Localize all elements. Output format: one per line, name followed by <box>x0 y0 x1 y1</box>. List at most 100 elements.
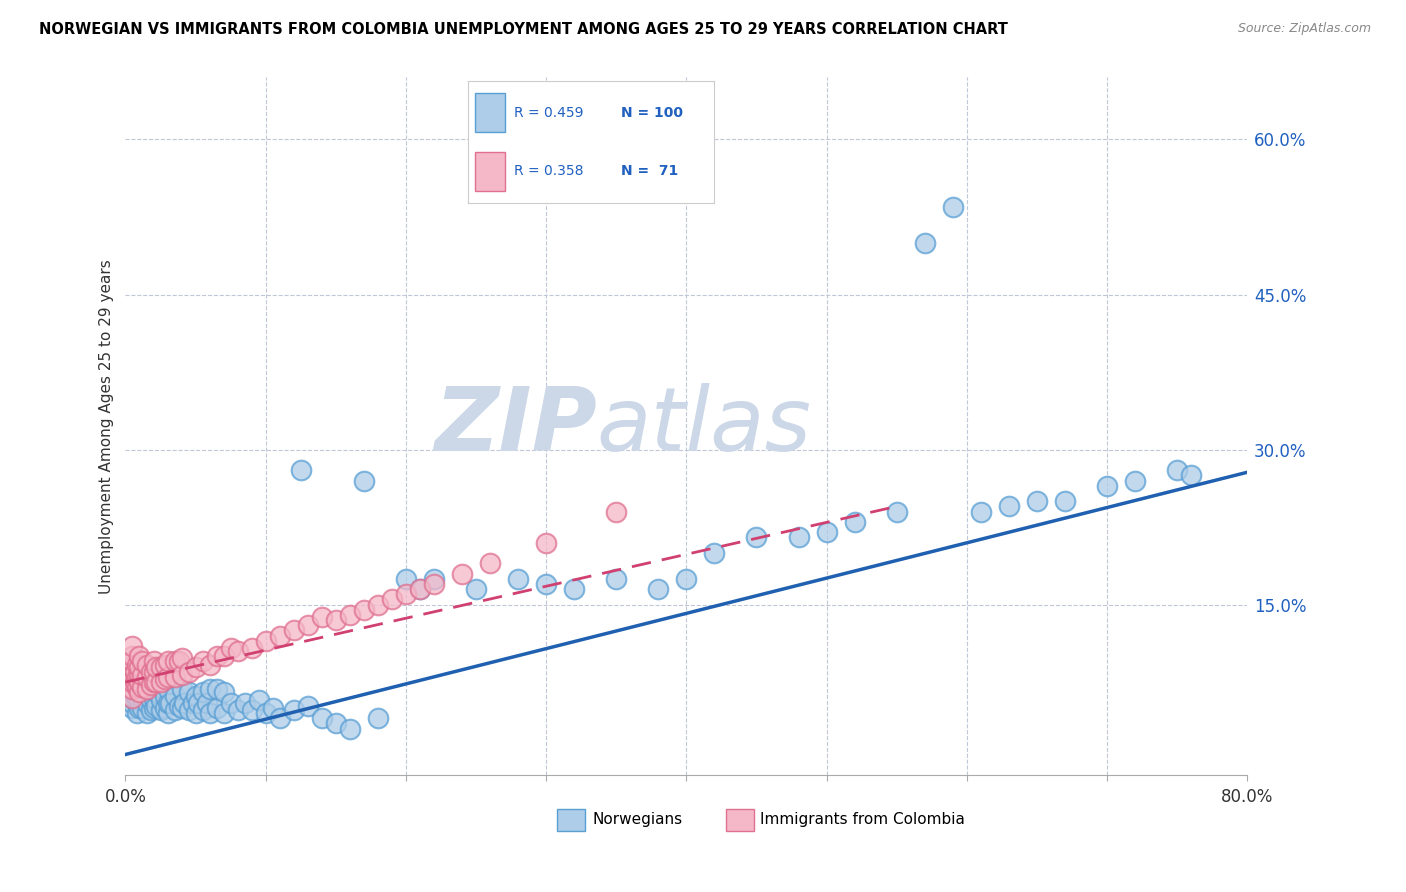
Point <box>506 572 529 586</box>
Point <box>156 706 179 720</box>
Point <box>205 701 228 715</box>
Point <box>283 703 305 717</box>
Point <box>205 682 228 697</box>
Text: NORWEGIAN VS IMMIGRANTS FROM COLOMBIA UNEMPLOYMENT AMONG AGES 25 TO 29 YEARS COR: NORWEGIAN VS IMMIGRANTS FROM COLOMBIA UN… <box>39 22 1008 37</box>
Point <box>395 572 418 586</box>
Point <box>139 665 162 679</box>
Point <box>423 572 446 586</box>
Point <box>212 649 235 664</box>
Point <box>269 629 291 643</box>
Point <box>139 703 162 717</box>
Point <box>970 505 993 519</box>
Point <box>153 701 176 715</box>
Point <box>121 690 143 705</box>
Point <box>167 698 190 713</box>
Point <box>159 696 181 710</box>
Point <box>118 680 141 694</box>
Point <box>647 582 669 596</box>
Point <box>219 640 242 655</box>
Point <box>139 692 162 706</box>
Point <box>121 682 143 697</box>
Point <box>131 668 153 682</box>
Point <box>121 690 143 705</box>
Point <box>367 598 389 612</box>
Point <box>149 703 172 717</box>
Point <box>205 649 228 664</box>
Point <box>195 696 218 710</box>
Point <box>297 698 319 713</box>
Point <box>409 582 432 596</box>
Point <box>675 572 697 586</box>
Point <box>153 689 176 703</box>
Point <box>1025 494 1047 508</box>
Point <box>142 655 165 669</box>
Point <box>125 706 148 720</box>
Point <box>212 706 235 720</box>
Point <box>269 711 291 725</box>
Point <box>184 689 207 703</box>
Point <box>163 703 186 717</box>
Point <box>184 659 207 673</box>
Point <box>177 703 200 717</box>
Point <box>128 675 150 690</box>
Point <box>534 577 557 591</box>
Point <box>121 659 143 673</box>
Point <box>128 692 150 706</box>
Point <box>142 701 165 715</box>
Point <box>353 603 375 617</box>
Point <box>703 546 725 560</box>
Point <box>226 703 249 717</box>
Point <box>121 696 143 710</box>
Point <box>395 587 418 601</box>
Point <box>1166 463 1188 477</box>
Point <box>191 703 214 717</box>
Point <box>311 610 333 624</box>
Point <box>1180 468 1202 483</box>
Point <box>198 657 221 672</box>
Point <box>128 649 150 664</box>
Point <box>142 678 165 692</box>
Point <box>844 515 866 529</box>
Point <box>135 696 157 710</box>
Point <box>156 655 179 669</box>
Text: ZIP: ZIP <box>434 383 596 470</box>
Point <box>124 665 146 679</box>
Point <box>181 696 204 710</box>
Point <box>787 530 810 544</box>
Point <box>163 670 186 684</box>
Point <box>311 711 333 725</box>
Point <box>283 624 305 638</box>
Point <box>131 680 153 694</box>
Point <box>128 701 150 715</box>
Point <box>131 690 153 705</box>
Point <box>121 701 143 715</box>
Point <box>121 680 143 694</box>
Point <box>145 685 167 699</box>
Point <box>124 675 146 690</box>
Point <box>942 200 965 214</box>
Point <box>173 696 195 710</box>
Point <box>121 639 143 653</box>
Point <box>212 685 235 699</box>
FancyBboxPatch shape <box>557 809 585 831</box>
Point <box>240 640 263 655</box>
Point <box>290 463 312 477</box>
Point <box>125 680 148 694</box>
Point <box>135 685 157 699</box>
Point <box>125 690 148 705</box>
Point <box>121 655 143 669</box>
Point <box>135 682 157 697</box>
Point <box>149 692 172 706</box>
Point <box>381 592 404 607</box>
Point <box>198 682 221 697</box>
Point <box>226 644 249 658</box>
Point <box>367 711 389 725</box>
Point <box>153 672 176 686</box>
Point <box>142 675 165 690</box>
Point <box>139 682 162 697</box>
Point <box>170 668 193 682</box>
Point <box>128 675 150 690</box>
Point <box>145 659 167 673</box>
Point <box>145 675 167 690</box>
FancyBboxPatch shape <box>725 809 754 831</box>
